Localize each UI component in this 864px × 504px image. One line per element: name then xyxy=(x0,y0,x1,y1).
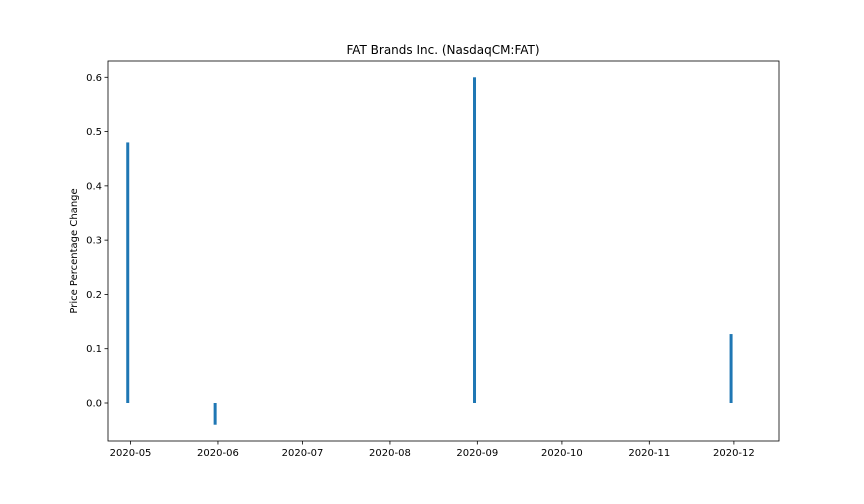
bar-2020-08-31 xyxy=(473,77,477,403)
x-tick-label: 2020-11 xyxy=(628,448,670,459)
bar-2020-04-30 xyxy=(126,142,130,403)
y-tick-label: 0.5 xyxy=(86,127,102,138)
x-tick-label: 2020-05 xyxy=(110,448,152,459)
y-tick-label: 0.2 xyxy=(86,290,102,301)
y-tick-label: 0.4 xyxy=(86,181,102,192)
y-tick-label: 0.0 xyxy=(86,399,102,410)
x-tick-label: 2020-12 xyxy=(713,448,755,459)
x-tick-label: 2020-10 xyxy=(541,448,583,459)
y-axis-label: Price Percentage Change xyxy=(69,188,80,313)
bar-2020-11-30 xyxy=(729,334,733,403)
x-tick-label: 2020-06 xyxy=(197,448,239,459)
plot-frame xyxy=(107,60,780,442)
y-tick-label: 0.6 xyxy=(86,73,102,84)
bar-2020-05-31 xyxy=(213,403,217,425)
chart-title: FAT Brands Inc. (NasdaqCM:FAT) xyxy=(346,43,539,57)
y-tick-label: 0.1 xyxy=(86,344,102,355)
y-tick-label: 0.3 xyxy=(86,236,102,247)
x-tick-label: 2020-09 xyxy=(456,448,498,459)
x-tick-label: 2020-07 xyxy=(282,448,324,459)
plot-area: 0.0 0.1 0.2 0.3 0.4 0.5 0.6 2020-05 2020-06 2020-… xyxy=(86,60,780,459)
x-tick-label: 2020-08 xyxy=(369,448,411,459)
